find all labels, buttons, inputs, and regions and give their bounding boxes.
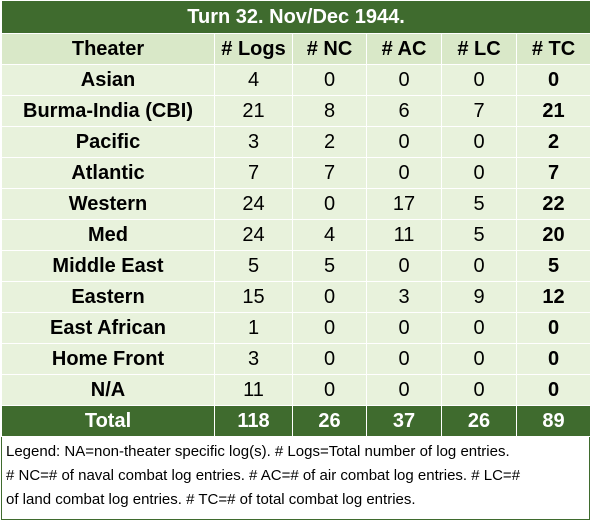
legend-line: Legend: NA=non-theater specific log(s). … xyxy=(6,443,510,460)
cell-tc: 22 xyxy=(515,188,591,220)
header-theater: Theater xyxy=(1,33,215,65)
cell-nc: 7 xyxy=(292,157,367,189)
table-row: Pacific 3 2 0 0 2 xyxy=(1,126,591,158)
cell-tc: 2 xyxy=(515,126,591,158)
cell-lc: 5 xyxy=(441,188,517,220)
cell-tc: 21 xyxy=(515,95,591,127)
cell-nc: 0 xyxy=(292,312,367,344)
cell-theater: Eastern xyxy=(1,281,215,313)
header-nc: # NC xyxy=(292,33,367,65)
cell-lc: 0 xyxy=(441,157,517,189)
cell-ac: 0 xyxy=(366,343,442,375)
cell-nc: 0 xyxy=(292,374,367,406)
cell-tc: 7 xyxy=(515,157,591,189)
legend: Legend: NA=non-theater specific log(s). … xyxy=(1,437,590,520)
cell-tc: 0 xyxy=(515,312,591,344)
cell-ac: 0 xyxy=(366,374,442,406)
cell-theater: Med xyxy=(1,219,215,251)
table-row: Middle East 5 5 0 0 5 xyxy=(1,250,591,282)
cell-theater: Burma-India (CBI) xyxy=(1,95,215,127)
cell-tc: 89 xyxy=(515,405,591,437)
cell-ac: 0 xyxy=(366,157,442,189)
cell-nc: 2 xyxy=(292,126,367,158)
cell-ac: 17 xyxy=(366,188,442,220)
cell-nc: 5 xyxy=(292,250,367,282)
cell-logs: 3 xyxy=(214,126,293,158)
cell-logs: 1 xyxy=(214,312,293,344)
cell-ac: 3 xyxy=(366,281,442,313)
header-row: Theater # Logs # NC # AC # LC # TC xyxy=(1,33,591,65)
cell-nc: 4 xyxy=(292,219,367,251)
cell-ac: 0 xyxy=(366,126,442,158)
cell-logs: 7 xyxy=(214,157,293,189)
cell-logs: 3 xyxy=(214,343,293,375)
cell-theater: Middle East xyxy=(1,250,215,282)
cell-theater: Western xyxy=(1,188,215,220)
cell-logs: 118 xyxy=(214,405,293,437)
table-row: Asian 4 0 0 0 0 xyxy=(1,64,591,96)
cell-ac: 37 xyxy=(366,405,442,437)
cell-lc: 0 xyxy=(441,374,517,406)
header-tc: # TC xyxy=(515,33,591,65)
cell-ac: 11 xyxy=(366,219,442,251)
cell-tc: 0 xyxy=(515,374,591,406)
header-logs: # Logs xyxy=(214,33,293,65)
cell-lc: 9 xyxy=(441,281,517,313)
cell-nc: 0 xyxy=(292,64,367,96)
cell-lc: 0 xyxy=(441,64,517,96)
cell-logs: 24 xyxy=(214,219,293,251)
cell-ac: 0 xyxy=(366,312,442,344)
table-title-row: Turn 32. Nov/Dec 1944. xyxy=(0,0,591,34)
cell-ac: 0 xyxy=(366,250,442,282)
cell-nc: 8 xyxy=(292,95,367,127)
cell-tc: 12 xyxy=(515,281,591,313)
cell-theater: Atlantic xyxy=(1,157,215,189)
cell-lc: 26 xyxy=(441,405,517,437)
table-row: Atlantic 7 7 0 0 7 xyxy=(1,157,591,189)
table-row: N/A 11 0 0 0 0 xyxy=(1,374,591,406)
cell-ac: 0 xyxy=(366,64,442,96)
total-row: Total 118 26 37 26 89 xyxy=(1,405,591,437)
table-row: Med 24 4 11 5 20 xyxy=(1,219,591,251)
cell-lc: 5 xyxy=(441,219,517,251)
cell-lc: 0 xyxy=(441,343,517,375)
cell-nc: 0 xyxy=(292,281,367,313)
header-lc: # LC xyxy=(441,33,517,65)
table-title: Turn 32. Nov/Dec 1944. xyxy=(0,0,591,34)
cell-theater: Pacific xyxy=(1,126,215,158)
table-row: Home Front 3 0 0 0 0 xyxy=(1,343,591,375)
cell-tc: 5 xyxy=(515,250,591,282)
cell-nc: 0 xyxy=(292,188,367,220)
cell-lc: 0 xyxy=(441,126,517,158)
cell-logs: 24 xyxy=(214,188,293,220)
cell-tc: 20 xyxy=(515,219,591,251)
cell-logs: 5 xyxy=(214,250,293,282)
log-summary-table: Turn 32. Nov/Dec 1944. Theater # Logs # … xyxy=(0,0,591,437)
cell-lc: 0 xyxy=(441,312,517,344)
table-row: Burma-India (CBI) 21 8 6 7 21 xyxy=(1,95,591,127)
cell-logs: 21 xyxy=(214,95,293,127)
table-row: Western 24 0 17 5 22 xyxy=(1,188,591,220)
cell-tc: 0 xyxy=(515,343,591,375)
cell-tc: 0 xyxy=(515,64,591,96)
table-row: Eastern 15 0 3 9 12 xyxy=(1,281,591,313)
cell-lc: 7 xyxy=(441,95,517,127)
cell-theater: N/A xyxy=(1,374,215,406)
cell-nc: 26 xyxy=(292,405,367,437)
cell-theater: Home Front xyxy=(1,343,215,375)
legend-line: of land combat log entries. # TC=# of to… xyxy=(6,491,416,508)
header-ac: # AC xyxy=(366,33,442,65)
cell-ac: 6 xyxy=(366,95,442,127)
cell-lc: 0 xyxy=(441,250,517,282)
cell-nc: 0 xyxy=(292,343,367,375)
legend-line: # NC=# of naval combat log entries. # AC… xyxy=(6,467,521,484)
cell-logs: 4 xyxy=(214,64,293,96)
cell-logs: 15 xyxy=(214,281,293,313)
cell-theater: Asian xyxy=(1,64,215,96)
table-row: East African 1 0 0 0 0 xyxy=(1,312,591,344)
cell-theater: East African xyxy=(1,312,215,344)
cell-logs: 11 xyxy=(214,374,293,406)
cell-theater: Total xyxy=(1,405,215,437)
